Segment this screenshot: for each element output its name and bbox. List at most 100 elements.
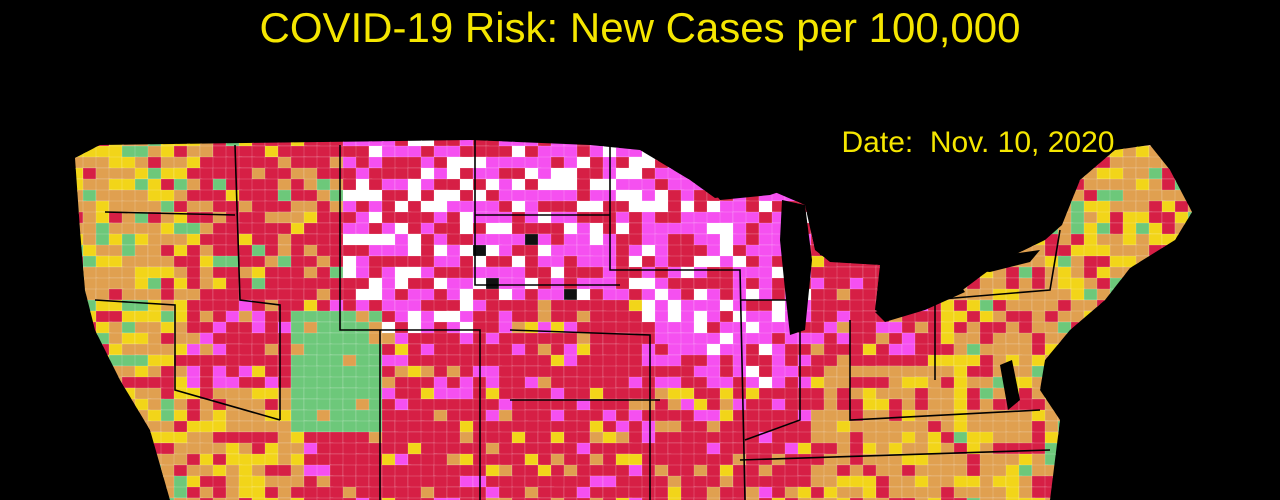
county — [212, 464, 227, 478]
county — [537, 299, 553, 313]
county — [368, 431, 384, 444]
county — [264, 222, 279, 235]
county — [641, 453, 657, 466]
county — [615, 156, 630, 170]
county — [290, 178, 305, 191]
county — [823, 409, 839, 423]
county — [173, 244, 189, 258]
county — [290, 398, 305, 411]
county — [732, 354, 748, 368]
county — [446, 409, 461, 422]
county — [719, 475, 734, 488]
county — [511, 233, 527, 247]
county — [680, 398, 696, 412]
county — [407, 156, 423, 169]
county — [823, 475, 838, 489]
county — [784, 497, 802, 500]
county — [355, 156, 370, 169]
county — [1122, 156, 1138, 169]
county — [329, 464, 344, 477]
county — [875, 475, 891, 488]
county — [459, 167, 475, 181]
county — [446, 398, 462, 411]
county — [264, 178, 279, 191]
county — [615, 343, 630, 357]
county — [693, 244, 709, 258]
county — [1057, 310, 1072, 323]
county — [914, 453, 930, 467]
county — [420, 222, 435, 235]
county — [394, 310, 409, 323]
county — [979, 398, 995, 412]
county — [1070, 266, 1086, 279]
border — [339, 145, 481, 500]
county — [966, 299, 982, 313]
county — [394, 442, 410, 456]
county — [771, 354, 786, 368]
county — [199, 200, 215, 213]
county — [719, 486, 735, 500]
county — [758, 233, 774, 246]
county — [745, 233, 760, 247]
county — [368, 453, 384, 467]
county — [1096, 178, 1111, 191]
county — [914, 497, 932, 500]
county — [342, 299, 358, 312]
county — [706, 431, 721, 444]
county — [108, 156, 123, 170]
county — [953, 365, 968, 379]
county — [940, 431, 955, 445]
county — [329, 376, 344, 389]
county — [563, 244, 578, 257]
county — [290, 464, 305, 477]
county — [927, 420, 943, 434]
county — [641, 365, 656, 378]
county — [706, 409, 721, 423]
county — [615, 200, 630, 213]
county — [1122, 200, 1137, 213]
county — [810, 475, 825, 488]
county — [953, 398, 968, 411]
county — [1135, 178, 1150, 192]
county — [485, 277, 500, 291]
county — [810, 497, 827, 500]
county — [160, 321, 176, 335]
county — [563, 442, 578, 456]
county — [511, 409, 527, 423]
county — [589, 365, 604, 379]
county — [485, 310, 500, 324]
county — [563, 189, 578, 202]
county — [1044, 310, 1059, 323]
county — [758, 310, 773, 324]
county — [1031, 354, 1047, 367]
county — [823, 398, 838, 412]
county — [1109, 244, 1125, 258]
county — [251, 266, 267, 279]
county — [316, 200, 331, 214]
county — [420, 497, 437, 500]
county — [420, 156, 436, 170]
county — [511, 453, 526, 466]
county — [1148, 189, 1163, 203]
county — [238, 332, 254, 346]
county — [394, 233, 409, 247]
county — [628, 321, 644, 335]
county — [511, 178, 526, 192]
county — [784, 464, 799, 478]
county — [511, 266, 527, 280]
county — [1031, 277, 1046, 290]
county — [277, 167, 293, 181]
county — [758, 343, 774, 357]
county — [992, 475, 1007, 488]
county — [654, 310, 670, 323]
county — [1018, 310, 1034, 324]
county — [992, 497, 1009, 500]
county — [394, 332, 410, 346]
county — [550, 222, 566, 236]
county — [888, 475, 903, 488]
county — [849, 310, 865, 324]
county — [1083, 277, 1099, 291]
county — [225, 442, 240, 455]
county — [342, 409, 357, 422]
county — [823, 299, 839, 313]
